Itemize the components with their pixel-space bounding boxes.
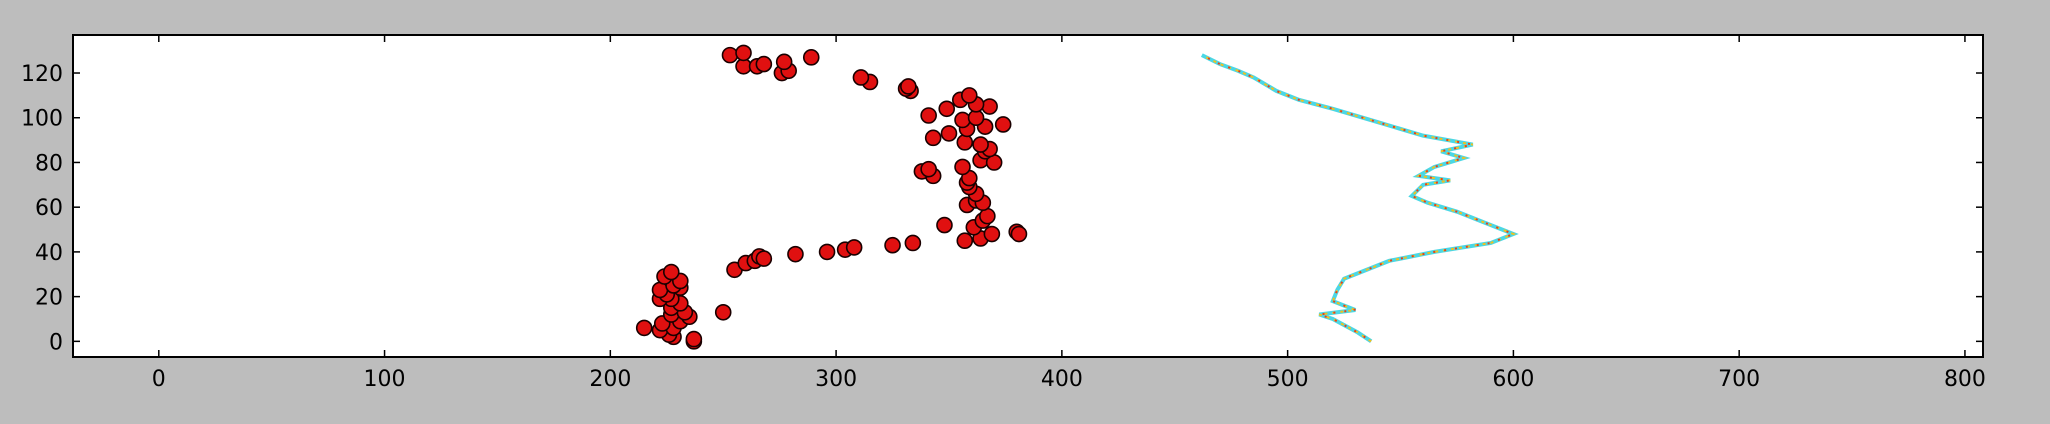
scatter-point: [662, 263, 680, 281]
y-tick-label: 40: [35, 241, 63, 266]
y-tick-label: 0: [49, 330, 63, 355]
scatter-point: [900, 78, 917, 95]
bright-track: [1200, 53, 1519, 344]
x-tick-label: 400: [1041, 367, 1083, 392]
scatter-point: [981, 98, 998, 115]
y-tick-label: 20: [35, 286, 63, 311]
scatter-point: [954, 158, 971, 176]
scatter-point: [755, 250, 773, 267]
y-tick-label: 60: [35, 196, 63, 221]
scatter-point: [972, 136, 989, 153]
x-tick-label: 200: [589, 367, 631, 392]
axes-frame: [72, 34, 1984, 358]
scatter-point: [787, 245, 804, 263]
scatter-point: [818, 243, 836, 261]
track-hot: [1201, 54, 1517, 343]
scatter-point: [956, 134, 974, 151]
scatter-point: [802, 49, 820, 66]
x-tick-label: 500: [1267, 367, 1309, 392]
scatter-point: [954, 111, 971, 129]
scatter-point: [1010, 225, 1028, 243]
track-core: [1201, 54, 1517, 343]
scatter-point: [940, 125, 958, 142]
x-tick-label: 600: [1492, 367, 1534, 392]
scatter-point: [920, 160, 937, 178]
scatter-point: [845, 239, 863, 256]
scatter-point: [884, 236, 901, 254]
scatter-point: [983, 225, 1001, 243]
scatter-point: [938, 100, 956, 118]
scatter-point: [714, 303, 732, 321]
scatter-points: [635, 44, 1028, 350]
scatter-point: [936, 216, 953, 234]
y-tick-label: 100: [21, 107, 63, 132]
y-tick-label: 80: [35, 151, 63, 176]
x-tick-label: 300: [815, 367, 857, 392]
scatter-point: [961, 87, 978, 104]
scatter-point: [994, 116, 1012, 133]
scatter-point: [721, 46, 739, 64]
scatter-point: [852, 69, 870, 86]
scatter-point: [635, 319, 653, 337]
scatter-point: [735, 44, 752, 62]
scatter-point: [904, 234, 922, 252]
axes-background: [73, 35, 1983, 357]
y-tick-label: 120: [21, 62, 63, 87]
x-axis: 0 100 200 300 400 500 600 700 800: [152, 35, 1986, 392]
y-axis: 0 20 40 60 80 100 120: [21, 62, 1983, 355]
scatter-point: [956, 232, 974, 250]
scatter-point: [755, 55, 773, 73]
x-tick-label: 700: [1718, 367, 1760, 392]
scatter-point: [924, 129, 942, 147]
x-tick-label: 0: [152, 367, 166, 392]
scatter-point: [685, 330, 703, 348]
scatter-point: [775, 53, 793, 71]
x-tick-label: 800: [1944, 367, 1986, 392]
x-tick-label: 100: [364, 367, 406, 392]
scatter-point: [920, 107, 937, 124]
